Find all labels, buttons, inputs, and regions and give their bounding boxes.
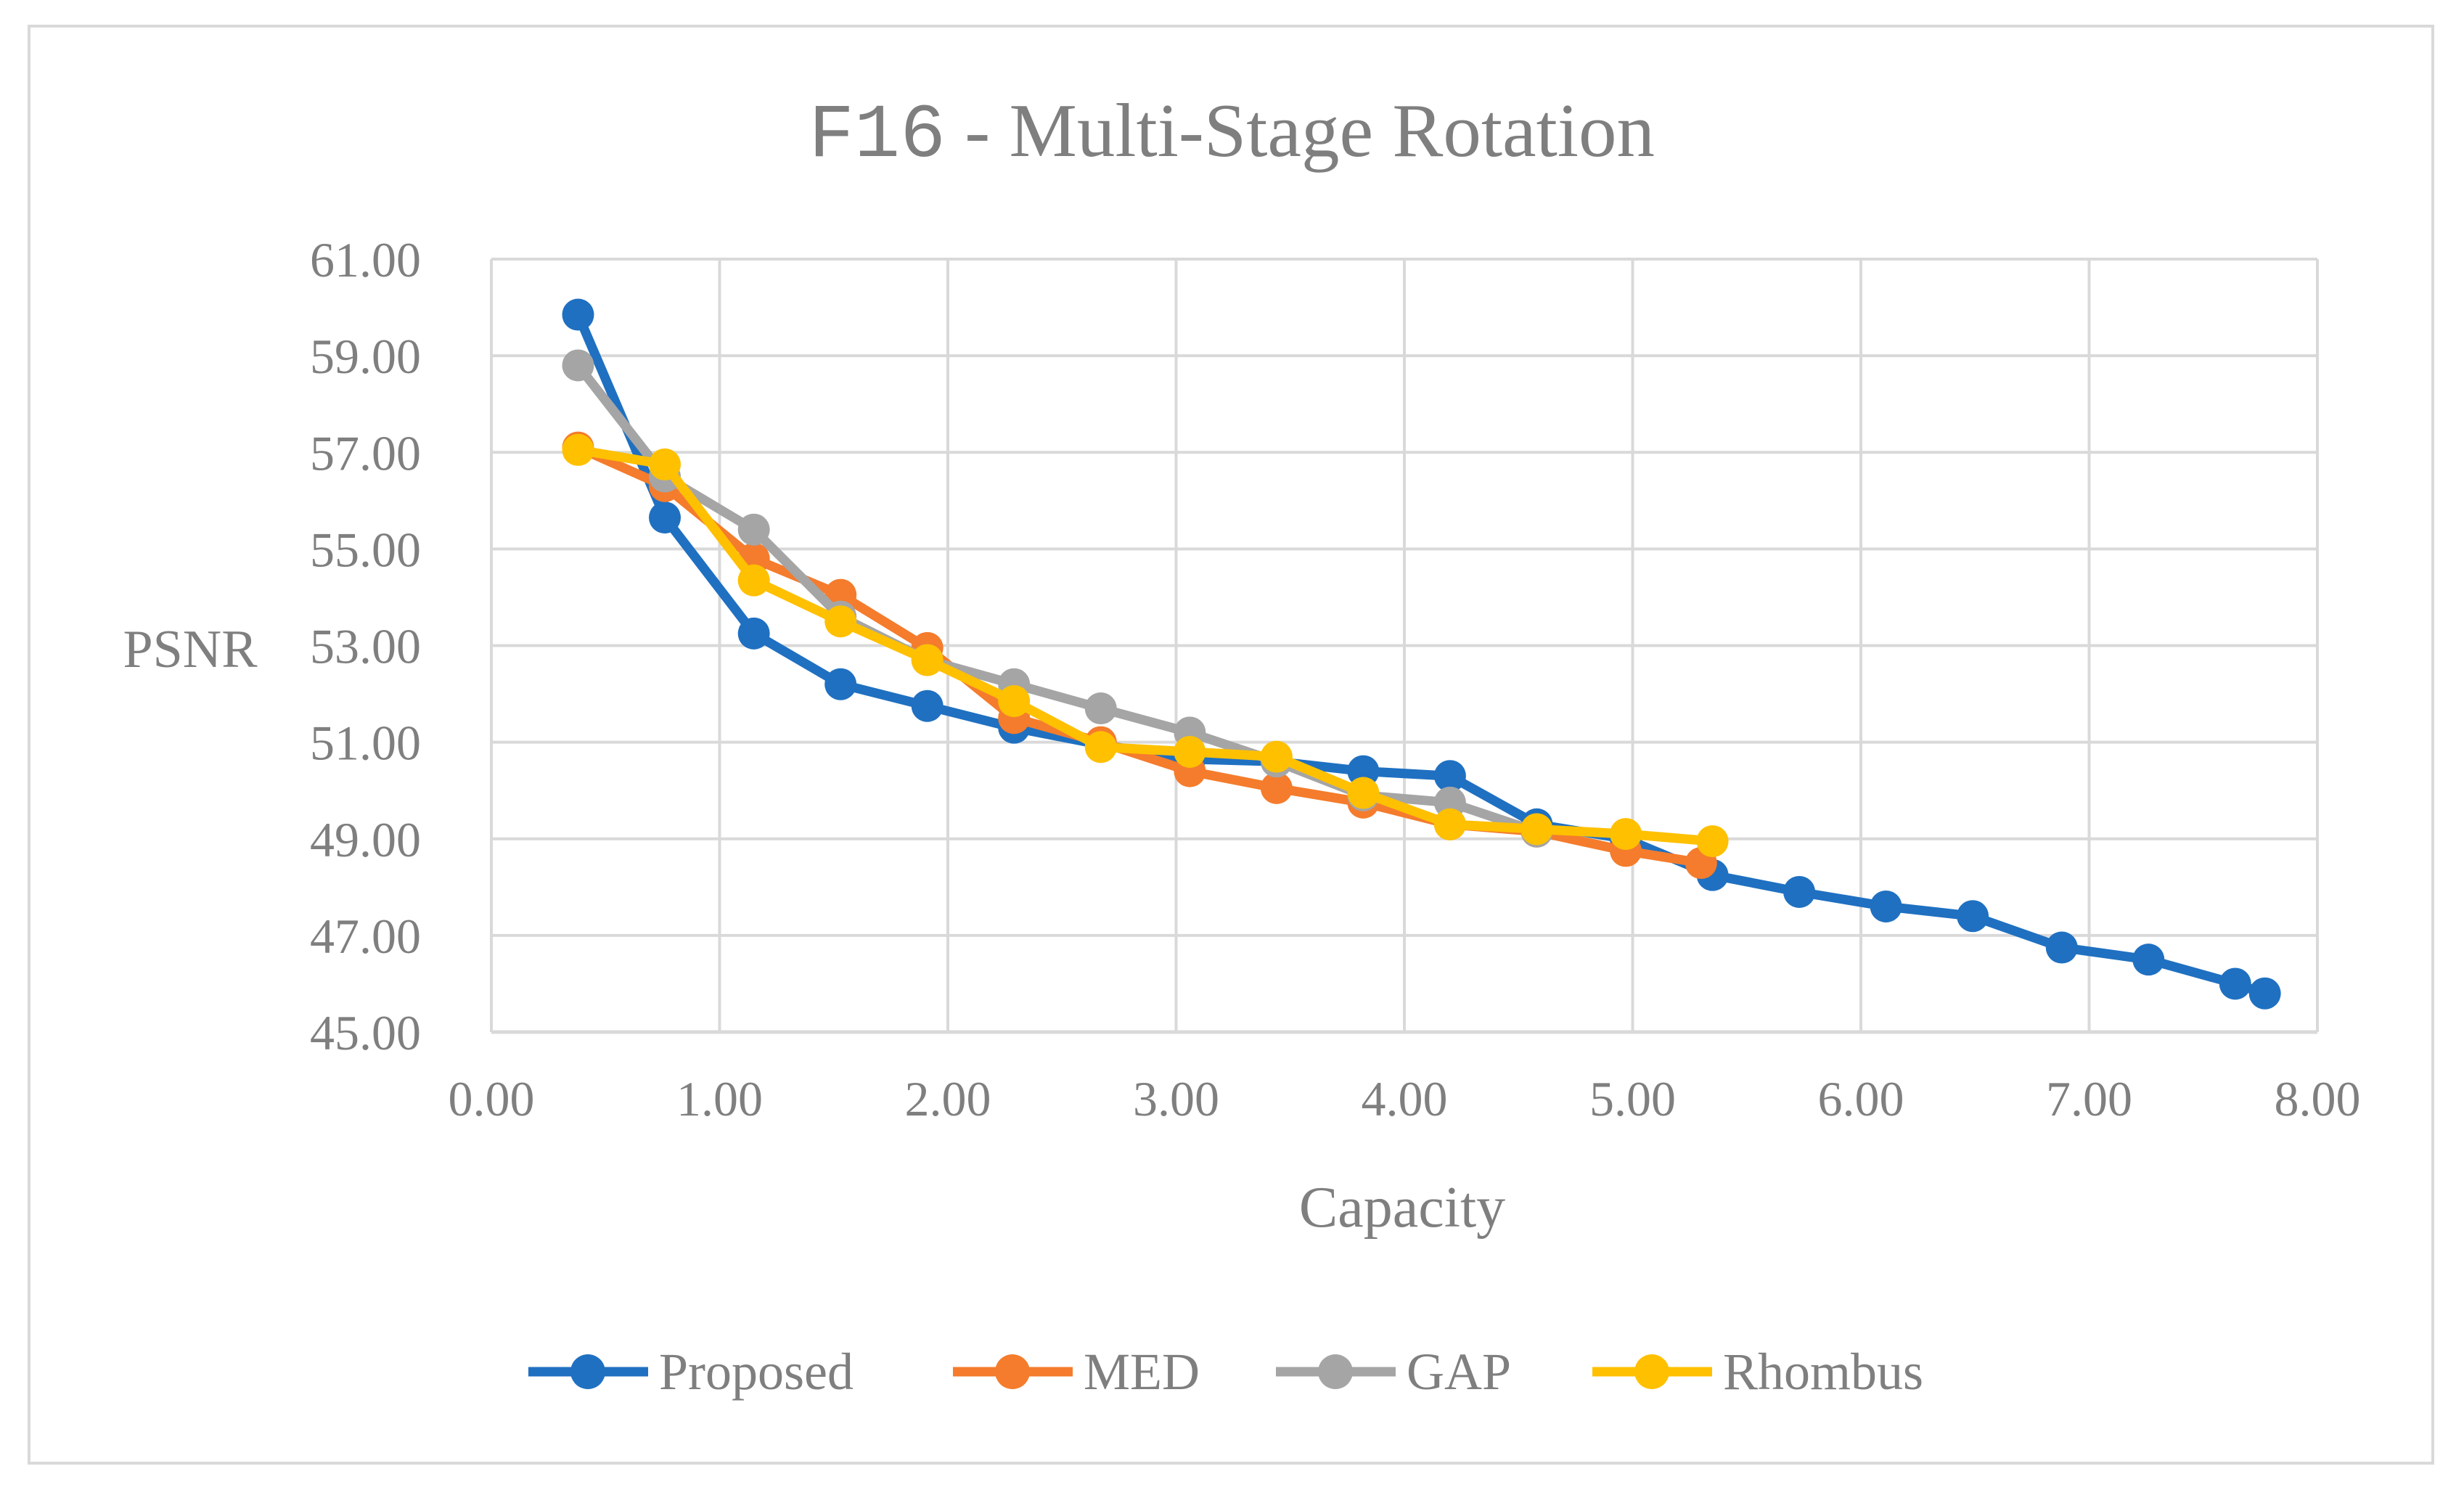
data-point [562,349,594,382]
data-point [1783,875,1816,908]
series-rhombus [562,433,1729,858]
data-point [1957,900,1989,933]
data-point [911,689,944,722]
data-point [737,617,770,650]
legend-label: MED [1084,1343,1200,1401]
y-tick-label: 47.00 [310,909,421,964]
data-point [2045,931,2078,964]
data-point [1347,777,1380,809]
x-tick-label: 4.00 [1362,1071,1448,1126]
legend-marker [570,1354,605,1389]
data-point [1696,825,1729,858]
y-tick-label: 51.00 [310,716,421,771]
data-point [562,298,594,331]
y-tick-label: 55.00 [310,522,421,577]
data-point [1520,813,1553,846]
data-point [2248,977,2281,1010]
x-tick-label: 2.00 [905,1071,991,1126]
x-tick-label: 6.00 [1818,1071,1904,1126]
data-point [737,513,770,546]
series-line [573,443,1706,868]
x-tick-label: 0.00 [449,1071,535,1126]
series-line [573,310,2270,999]
data-point [1260,771,1293,804]
y-tick-label: 53.00 [310,619,421,674]
data-point [649,502,682,534]
x-tick-label: 7.00 [2046,1071,2132,1126]
data-point [649,448,682,480]
data-point [1433,808,1466,840]
legend-marker [1634,1354,1669,1389]
legend-marker [995,1354,1030,1389]
data-point [911,644,944,676]
data-point [1084,692,1117,725]
y-tick-label: 61.00 [310,232,421,287]
data-point [998,685,1031,718]
data-point [1610,818,1642,851]
data-point [1084,731,1117,764]
legend-marker [1318,1354,1353,1389]
x-tick-label: 3.00 [1133,1071,1219,1126]
x-tick-label: 1.00 [676,1071,763,1126]
legend-item-rhombus: Rhombus [1592,1343,1923,1401]
y-tick-label: 49.00 [310,812,421,867]
data-point [824,605,857,638]
legend-item-gap: GAP [1276,1343,1511,1401]
x-tick-label: 5.00 [1589,1071,1676,1126]
data-point [1870,890,1902,922]
data-point [562,433,594,466]
chart-title-prefix: F16 [809,93,946,179]
y-axis-label: PSNR [123,620,258,679]
legend: Proposed MED GAP Rhombus [528,1343,1923,1401]
legend-item-proposed: Proposed [528,1343,854,1401]
y-tick-label: 57.00 [310,425,421,480]
legend-item-med: MED [953,1343,1200,1401]
data-point [2219,967,2251,1000]
data-point [2132,944,2165,976]
chart-title: F16 - Multi-Stage Rotation [809,88,1655,179]
chart-title-suffix: - Multi-Stage Rotation [946,88,1655,173]
tick-layer: 0.00 1.00 2.00 3.00 4.00 5.00 6.00 7.00 8.00 45.0… [310,232,2361,1126]
y-tick-label: 59.00 [310,329,421,384]
data-point [1260,740,1293,773]
series-proposed [562,298,2281,1010]
x-tick-label: 8.00 [2275,1071,2361,1126]
y-tick-label: 45.00 [310,1005,421,1060]
data-point [737,564,770,597]
legend-label: Proposed [659,1343,854,1401]
data-point [1174,735,1206,768]
data-point [1433,760,1466,793]
legend-label: Rhombus [1723,1343,1923,1401]
series-layer [562,298,2281,1010]
legend-label: GAP [1407,1343,1511,1401]
data-point [824,668,857,700]
x-axis-label: Capacity [1299,1176,1505,1240]
